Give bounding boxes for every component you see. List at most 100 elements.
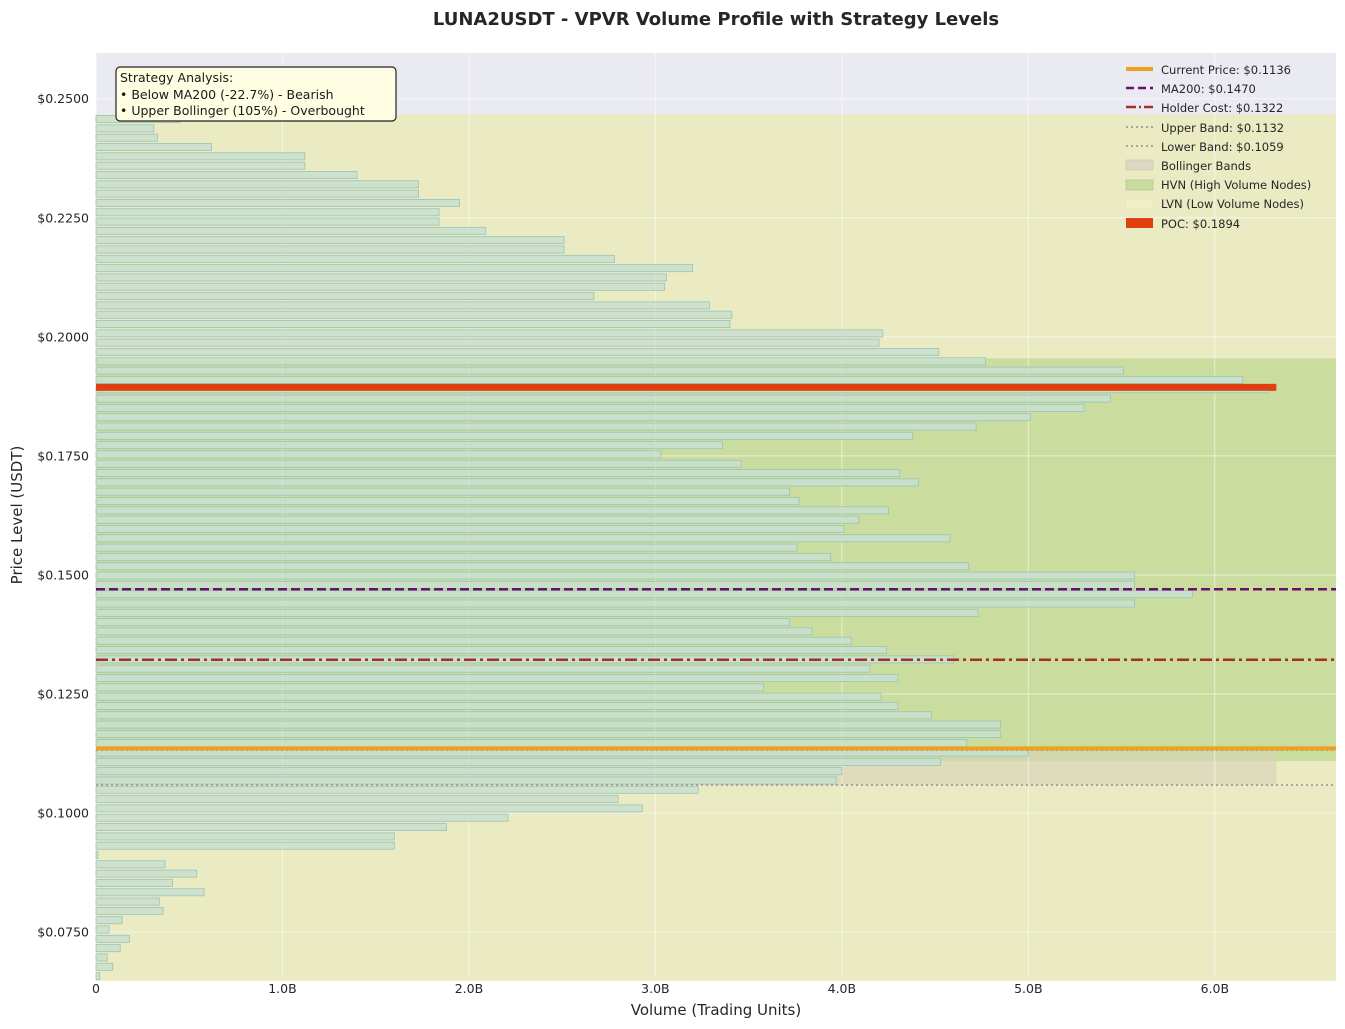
x-axis: 0 1.0B 2.0B 3.0B 4.0B 5.0B 6.0B: [92, 981, 1229, 996]
volume-bar: [95, 832, 395, 841]
volume-bar: [95, 338, 880, 347]
volume-bar: [95, 329, 884, 338]
legend-swatch-bollinger: [1125, 159, 1154, 171]
volume-bar: [95, 869, 198, 878]
volume-bar: [95, 394, 1111, 403]
volume-bar: [95, 851, 99, 859]
volume-bar: [95, 366, 1124, 375]
volume-bar: [95, 264, 694, 273]
legend-holder-cost: Holder Cost: $0.1322: [1161, 101, 1283, 115]
annotation-heading: Strategy Analysis:: [120, 70, 233, 85]
volume-bar: [95, 906, 164, 915]
volume-bar: [95, 459, 742, 468]
volume-bar: [95, 143, 213, 151]
volume-bar: [95, 860, 166, 869]
annotation-box: [115, 66, 397, 122]
volume-bar: [95, 413, 1031, 422]
volume-bar: [95, 152, 306, 161]
volume-bar: [95, 841, 395, 850]
x-tick-label-4: 4.0B: [828, 981, 856, 996]
y-tick-label-0: $0.0750: [37, 925, 89, 940]
volume-bar: [95, 590, 1193, 599]
volume-bars: [95, 115, 1270, 981]
chart-title: LUNA2USDT - VPVR Volume Profile with Str…: [433, 9, 999, 30]
legend-bollinger: Bollinger Bands: [1161, 159, 1251, 173]
poc-bar: [96, 383, 1277, 391]
legend-lvn: LVN (Low Volume Nodes): [1161, 197, 1304, 211]
volume-bar: [95, 217, 440, 226]
volume-bar: [95, 198, 461, 207]
y-tick-label-2: $0.1250: [37, 687, 89, 702]
annotation-line-2: • Upper Bollinger (105%) - Overbought: [120, 103, 365, 118]
legend-ma200: MA200: $0.1470: [1161, 82, 1256, 96]
volume-bar: [95, 552, 832, 561]
volume-bar: [95, 292, 595, 301]
volume-bar: [95, 618, 791, 627]
volume-bar: [95, 739, 968, 748]
volume-bar: [95, 925, 110, 934]
volume-bar: [95, 562, 970, 571]
legend-current-price: Current Price: $0.1136: [1161, 63, 1291, 77]
volume-bar: [95, 934, 130, 943]
volume-bar: [95, 692, 882, 701]
y-tick-label-4: $0.1750: [37, 448, 89, 463]
volume-bar: [95, 469, 901, 478]
volume-bar: [95, 599, 1136, 608]
y-axis: $0.0750 $0.1000 $0.1250 $0.1500 $0.1750 $0.20…: [37, 91, 89, 939]
volume-bar: [95, 189, 419, 198]
volume-bar: [95, 580, 1136, 589]
volume-bar: [95, 888, 205, 897]
volume-bar: [95, 236, 565, 245]
volume-bar: [95, 497, 800, 505]
volume-bar: [95, 525, 845, 533]
annotation-line-1: • Below MA200 (-22.7%) - Bearish: [120, 87, 334, 102]
volume-bar: [95, 571, 1136, 580]
x-tick-label-0: 0: [92, 981, 100, 996]
volume-bar: [95, 823, 447, 832]
legend-swatch-poc: [1126, 218, 1153, 228]
volume-bar: [95, 506, 889, 515]
volume-bar: [95, 441, 723, 450]
volume-bar: [95, 804, 643, 813]
strategy-annotation: Strategy Analysis: • Below MA200 (-22.7%…: [115, 66, 397, 122]
volume-bar: [95, 795, 619, 804]
volume-bar: [95, 245, 565, 254]
volume-bar: [95, 161, 306, 170]
volume-bar: [95, 422, 977, 431]
volume-bar: [95, 962, 114, 971]
volume-bar: [95, 273, 667, 282]
y-axis-label: Price Level (USDT): [8, 446, 26, 585]
volume-bar: [95, 664, 871, 673]
y-tick-label-1: $0.1000: [37, 806, 89, 821]
legend-swatch-lvn: [1125, 198, 1154, 210]
x-tick-label-3: 3.0B: [641, 981, 669, 996]
x-tick-label-5: 5.0B: [1014, 981, 1042, 996]
volume-bar: [95, 208, 440, 217]
volume-bar: [95, 702, 899, 710]
x-tick-label-1: 1.0B: [268, 981, 296, 996]
legend-lower-band: Lower Band: $0.1059: [1161, 140, 1284, 154]
x-tick-label-2: 2.0B: [455, 981, 483, 996]
legend-hvn: HVN (High Volume Nodes): [1161, 178, 1311, 192]
volume-bar: [95, 310, 733, 319]
y-tick-label-6: $0.2250: [37, 210, 89, 225]
volume-bar: [95, 133, 158, 142]
volume-bar: [95, 729, 1001, 738]
legend-swatch-hvn: [1125, 179, 1154, 191]
volume-bar: [95, 487, 791, 496]
volume-bar: [95, 627, 813, 636]
legend-upper-band: Upper Band: $0.1132: [1161, 121, 1284, 135]
volume-bar: [95, 320, 731, 328]
volume-bar: [95, 972, 101, 981]
volume-bar: [95, 674, 899, 682]
volume-bar: [95, 357, 986, 366]
legend-poc: POC: $0.1894: [1161, 217, 1240, 231]
y-tick-label-5: $0.2000: [37, 329, 89, 344]
volume-bar: [95, 608, 979, 617]
volume-bar: [95, 403, 1085, 412]
volume-bar: [95, 348, 940, 356]
y-tick-label-3: $0.1500: [37, 567, 89, 582]
volume-bar: [95, 171, 358, 179]
volume-bar: [95, 757, 942, 766]
